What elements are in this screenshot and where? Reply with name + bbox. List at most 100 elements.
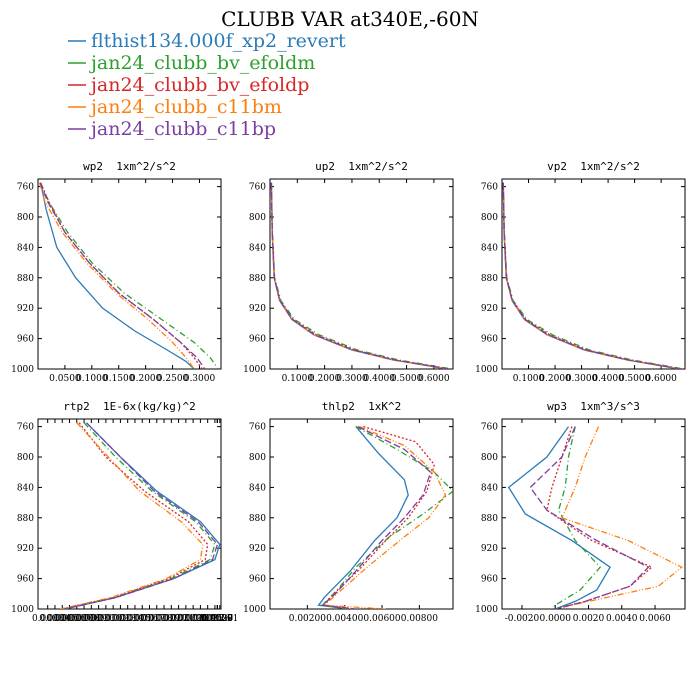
series-line <box>40 182 219 369</box>
panel-5: thlp2 1xK^2 760 800 840 880 920 960 1000 0.00200… <box>243 400 454 624</box>
panel-6: wp3 1xm^3/s^3 760 800 840 880 920 960 1000 -0.00… <box>475 400 686 624</box>
y-tick-label: 920 <box>481 544 498 554</box>
x-tick-label: 0.4000 <box>592 374 624 384</box>
x-tick-label: 0.5000 <box>391 374 423 384</box>
x-tick-label: 0.2000 <box>130 374 162 384</box>
series-line <box>555 426 683 609</box>
y-tick-label: 960 <box>481 335 498 345</box>
series-line <box>270 182 448 369</box>
y-tick-label: 840 <box>249 483 266 493</box>
series-line <box>529 426 650 609</box>
x-tick-label: 0.3000 <box>566 374 598 384</box>
x-tick-label: 0.0026 <box>199 614 231 624</box>
x-tick-label: 0.0020 <box>156 614 188 624</box>
plot-frame <box>269 418 454 610</box>
series-line <box>317 426 409 609</box>
y-tick-label: 800 <box>17 453 34 463</box>
y-tick-label: 840 <box>249 243 266 253</box>
legend-label: flthist134.000f_xp2_revert <box>91 30 346 52</box>
legend-label: jan24_clubb_bv_efoldp <box>89 74 309 96</box>
x-tick-label: 0.2500 <box>157 374 189 384</box>
series-line <box>270 182 448 369</box>
plot-frame <box>269 178 454 370</box>
x-tick-label: 0.00600 <box>363 614 400 624</box>
series-line <box>320 426 453 609</box>
y-tick-label: 760 <box>17 423 34 433</box>
x-tick-label: 0.1000 <box>282 374 314 384</box>
panel-1: wp2 1xm^2/s^2 760 800 840 880 920 960 1000 0.050… <box>11 160 222 384</box>
series-line <box>502 182 682 369</box>
plot-frame <box>37 418 222 610</box>
y-tick-label: 800 <box>481 453 498 463</box>
series-line <box>551 426 602 609</box>
x-tick-label: 0.0015 <box>119 614 151 624</box>
panel-title: up2 1xm^2/s^2 <box>315 160 408 173</box>
x-tick-label: 0.0024 <box>185 614 217 624</box>
x-tick-label: 0.0500 <box>49 374 81 384</box>
y-tick-label: 800 <box>481 213 498 223</box>
series-line <box>320 426 432 609</box>
x-tick-label: 0.4000 <box>364 374 396 384</box>
y-tick-label: 960 <box>249 575 266 585</box>
series-line <box>59 422 204 609</box>
x-tick-label: 0.0007 <box>61 614 93 624</box>
x-tick-label: 0.0017 <box>134 614 166 624</box>
y-tick-label: 920 <box>17 544 34 554</box>
y-tick-label: 760 <box>481 423 498 433</box>
legend-entry: jan24_clubb_bv_efoldp <box>68 74 309 96</box>
series-line <box>322 426 447 609</box>
y-tick-label: 880 <box>17 274 34 284</box>
x-tick-label: 0.0018 <box>141 614 173 624</box>
y-tick-label: 760 <box>481 183 498 193</box>
x-tick-label: 0.0020 <box>573 614 605 624</box>
y-tick-label: 920 <box>249 304 266 314</box>
series-line <box>62 422 209 609</box>
series-line <box>40 182 203 369</box>
x-tick-label: -0.0020 <box>505 614 540 624</box>
legend: flthist134.000f_xp2_revertjan24_clubb_bv… <box>68 30 346 140</box>
series-line <box>38 182 195 369</box>
x-tick-label: 0.0004 <box>39 614 71 624</box>
x-tick-label: 0.3000 <box>184 374 216 384</box>
y-tick-label: 880 <box>17 514 34 524</box>
panel-3: vp2 1xm^2/s^2 760 800 840 880 920 960 1000 0.100… <box>475 160 686 384</box>
y-tick-label: 960 <box>481 575 498 585</box>
series-line <box>507 426 611 609</box>
legend-entry: flthist134.000f_xp2_revert <box>68 30 346 52</box>
x-tick-label: 0.0027 <box>202 614 234 624</box>
x-tick-label: 0.0016 <box>126 614 158 624</box>
y-tick-label: 1000 <box>11 365 34 375</box>
y-tick-label: 760 <box>249 183 266 193</box>
y-tick-label: 1000 <box>475 365 498 375</box>
figure-title: CLUBB VAR at340E,-60N <box>221 7 479 31</box>
x-tick-label: 0.3000 <box>336 374 368 384</box>
x-tick-label: 0.0011 <box>90 614 122 624</box>
x-tick-label: 0.0010 <box>83 614 115 624</box>
x-tick-label: 0.0008 <box>68 614 100 624</box>
y-tick-label: 880 <box>481 274 498 284</box>
y-tick-label: 1000 <box>475 605 498 615</box>
y-tick-label: 760 <box>17 183 34 193</box>
panel-2: up2 1xm^2/s^2 760 800 840 880 920 960 1000 0.100… <box>243 160 454 384</box>
series-line <box>546 426 653 609</box>
plot-frame <box>501 418 686 610</box>
series-line <box>502 182 680 369</box>
x-tick-label: 0.0006 <box>54 614 86 624</box>
legend-entry: jan24_clubb_c11bp <box>68 118 276 140</box>
panels: wp2 1xm^2/s^2 760 800 840 880 920 960 1000 0.050… <box>11 160 686 624</box>
y-tick-label: 880 <box>481 514 498 524</box>
y-tick-label: 800 <box>17 213 34 223</box>
legend-label: jan24_clubb_bv_efoldm <box>89 52 315 74</box>
y-tick-label: 800 <box>249 453 266 463</box>
series-line <box>270 182 452 369</box>
x-tick-label: 0.6000 <box>645 374 677 384</box>
x-tick-label: 0.0003 <box>32 614 64 624</box>
x-tick-label: 0.0019 <box>148 614 180 624</box>
x-tick-label: 0.2000 <box>539 374 571 384</box>
y-tick-label: 840 <box>17 243 34 253</box>
series-line <box>502 182 684 369</box>
y-tick-label: 920 <box>17 304 34 314</box>
x-tick-label: 0.0012 <box>97 614 129 624</box>
series-line <box>270 182 450 369</box>
